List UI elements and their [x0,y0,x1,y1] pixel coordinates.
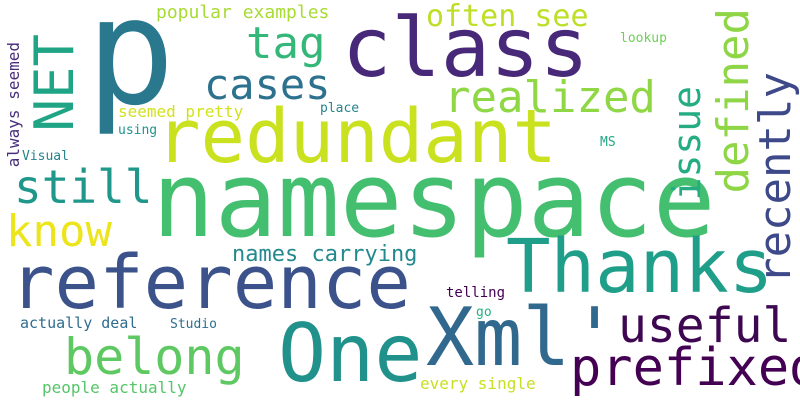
word-seemed-pretty: seemed pretty [118,102,244,121]
word-belong: belong [64,328,245,386]
word-thanks: Thanks [506,224,774,310]
word-always-seemed: always seemed [4,42,23,168]
word-names-carrying: names carrying [232,242,418,267]
word-telling: telling [446,285,506,301]
word-class: class [342,1,589,96]
word-prefixed: prefixed [570,338,800,398]
word-ms: MS [600,135,616,150]
word-reference: reference [10,240,411,326]
word-know: know [6,206,112,257]
word-go: go [476,305,492,320]
word-namespace: namespace [152,139,716,261]
word-issue: issue [665,86,709,201]
word-one: One [278,307,423,400]
word-popular-examples: popular examples [156,2,330,23]
word-every-single: every single [420,374,536,393]
word-often-see: often see [426,0,589,34]
word-visual: Visual [22,149,69,164]
word-cases: cases [204,60,331,109]
word-xml: Xml' [426,291,619,384]
word-tag: tag [246,18,326,69]
word-net: NET [23,34,86,132]
word-using: using [118,123,158,138]
word-p: p [86,0,176,138]
word-people-actually: people actually [42,378,187,397]
word-lookup: lookup [620,31,667,46]
word-still: still [14,160,153,214]
word-useful: useful [618,298,792,354]
word-place: place [320,101,360,116]
word-actually-deal: actually deal [20,314,138,332]
word-studio: Studio [170,317,217,332]
word-redundant: redundant [156,94,557,180]
word-recently: recently [750,72,800,284]
word-realized: realized [444,72,656,123]
